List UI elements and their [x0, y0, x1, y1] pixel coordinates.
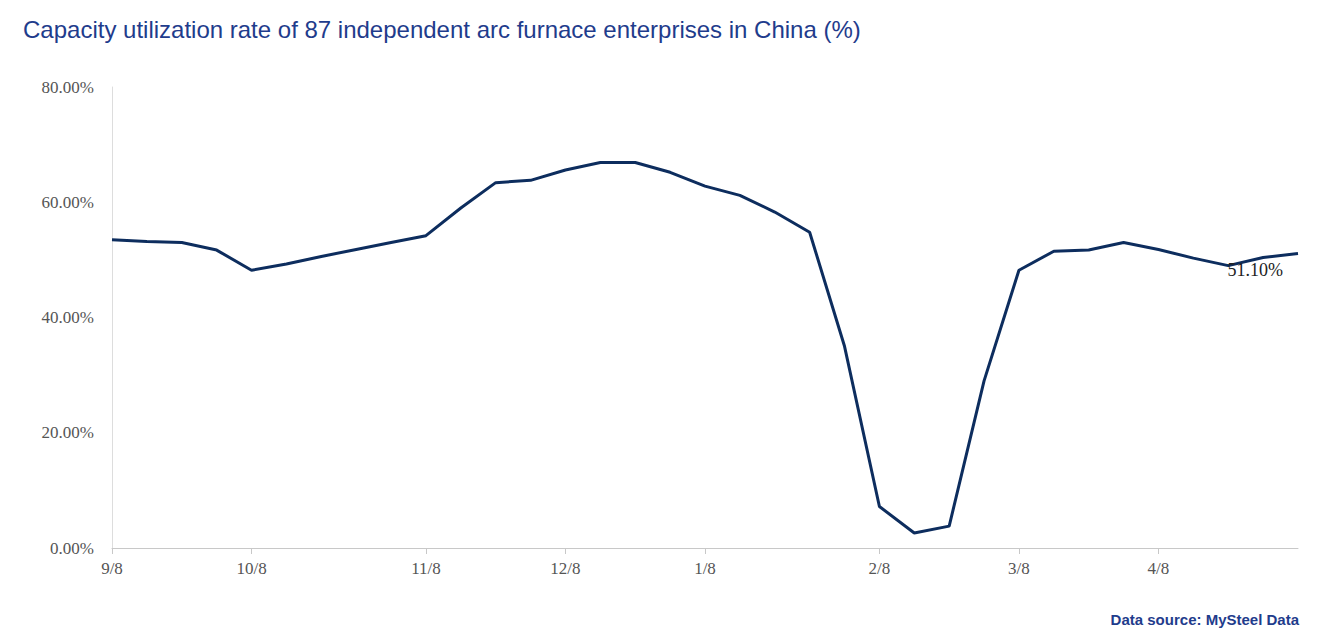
svg-text:12/8: 12/8	[550, 559, 580, 578]
svg-text:11/8: 11/8	[411, 559, 441, 578]
svg-text:20.00%: 20.00%	[42, 423, 94, 442]
svg-text:Capacity utilization rate of 8: Capacity utilization rate of 87 independ…	[23, 16, 861, 43]
svg-text:Data source: MySteel Data: Data source: MySteel Data	[1111, 611, 1300, 628]
svg-text:3/8: 3/8	[1008, 559, 1030, 578]
svg-text:60.00%: 60.00%	[42, 193, 94, 212]
svg-text:10/8: 10/8	[236, 559, 266, 578]
svg-text:51.10%: 51.10%	[1228, 260, 1284, 280]
svg-text:1/8: 1/8	[694, 559, 716, 578]
svg-text:0.00%: 0.00%	[50, 539, 94, 558]
svg-text:40.00%: 40.00%	[42, 308, 94, 327]
svg-text:2/8: 2/8	[869, 559, 891, 578]
svg-text:80.00%: 80.00%	[42, 78, 94, 97]
svg-text:9/8: 9/8	[101, 559, 123, 578]
svg-text:4/8: 4/8	[1148, 559, 1170, 578]
